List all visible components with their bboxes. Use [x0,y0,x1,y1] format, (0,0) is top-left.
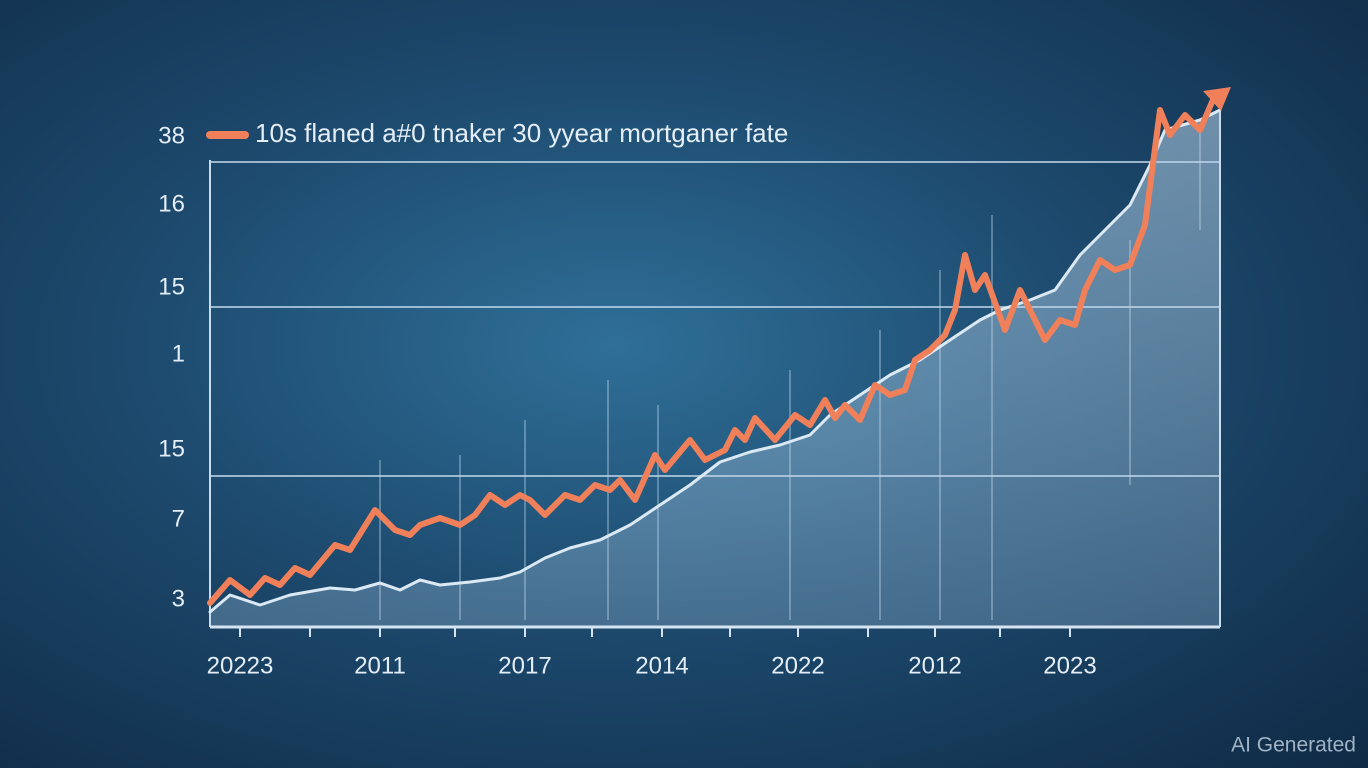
x-tick-label: 2023 [1043,652,1096,679]
x-tick-label: 2017 [498,652,551,679]
y-tick-label: 15 [158,273,185,300]
y-tick-label: 7 [172,505,185,532]
x-tick-label: 2014 [635,652,688,679]
y-tick-label: 15 [158,435,185,462]
watermark: AI Generated [1231,734,1356,757]
y-tick-label: 3 [172,585,185,612]
x-tick-label: 2012 [908,652,961,679]
legend-label: 10s flaned a#0 tnaker 30 yyear mortganer… [255,118,788,148]
decor-verticals [379,130,1201,620]
line [208,108,1222,614]
line [207,92,1218,606]
y-tick-label: 38 [158,122,185,149]
arrow-head [1203,87,1231,111]
x-tick-label: 20223 [207,652,274,679]
x-tick-label: 2011 [354,652,406,679]
y-tick-label: 1 [172,340,185,367]
x-tick-label: 2022 [771,652,824,679]
area [210,110,1220,627]
y-tick-label: 16 [158,190,185,217]
